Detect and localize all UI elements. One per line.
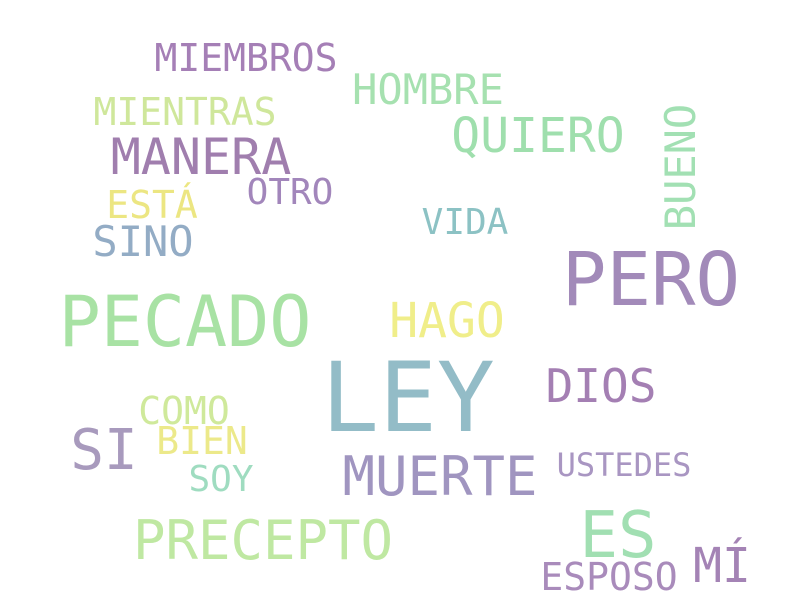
word-es: ES xyxy=(579,499,657,573)
word-vida: VIDA xyxy=(421,202,509,243)
word-pero: PERO xyxy=(561,237,741,323)
word-bien: BIEN xyxy=(156,419,248,463)
word-otro: OTRO xyxy=(246,172,334,213)
word-hombre: HOMBRE xyxy=(352,65,504,114)
word-bueno: BUENO xyxy=(656,103,705,231)
word-mi: MÍ xyxy=(693,538,751,594)
word-si: SI xyxy=(70,418,138,483)
word-precepto: PRECEPTO xyxy=(132,509,394,572)
word-ley: LEY xyxy=(321,342,495,454)
word-soy: SOY xyxy=(188,459,254,500)
word-hago: HAGO xyxy=(389,293,505,349)
word-manera: MANERA xyxy=(110,128,292,186)
word-esposo: ESPOSO xyxy=(540,555,678,599)
word-pecado: PECADO xyxy=(58,281,312,363)
word-como: COMO xyxy=(138,389,230,433)
word-quiero: QUIERO xyxy=(451,108,625,164)
word-dios: DIOS xyxy=(545,359,657,413)
word-miembros: MIEMBROS xyxy=(154,36,338,80)
word-mientras: MIENTRAS xyxy=(93,90,277,134)
word-sino: SINO xyxy=(92,217,194,266)
word-ustedes: USTEDES xyxy=(556,446,692,484)
word-esta: ESTÁ xyxy=(106,183,198,227)
word-muerte: MUERTE xyxy=(342,445,538,508)
